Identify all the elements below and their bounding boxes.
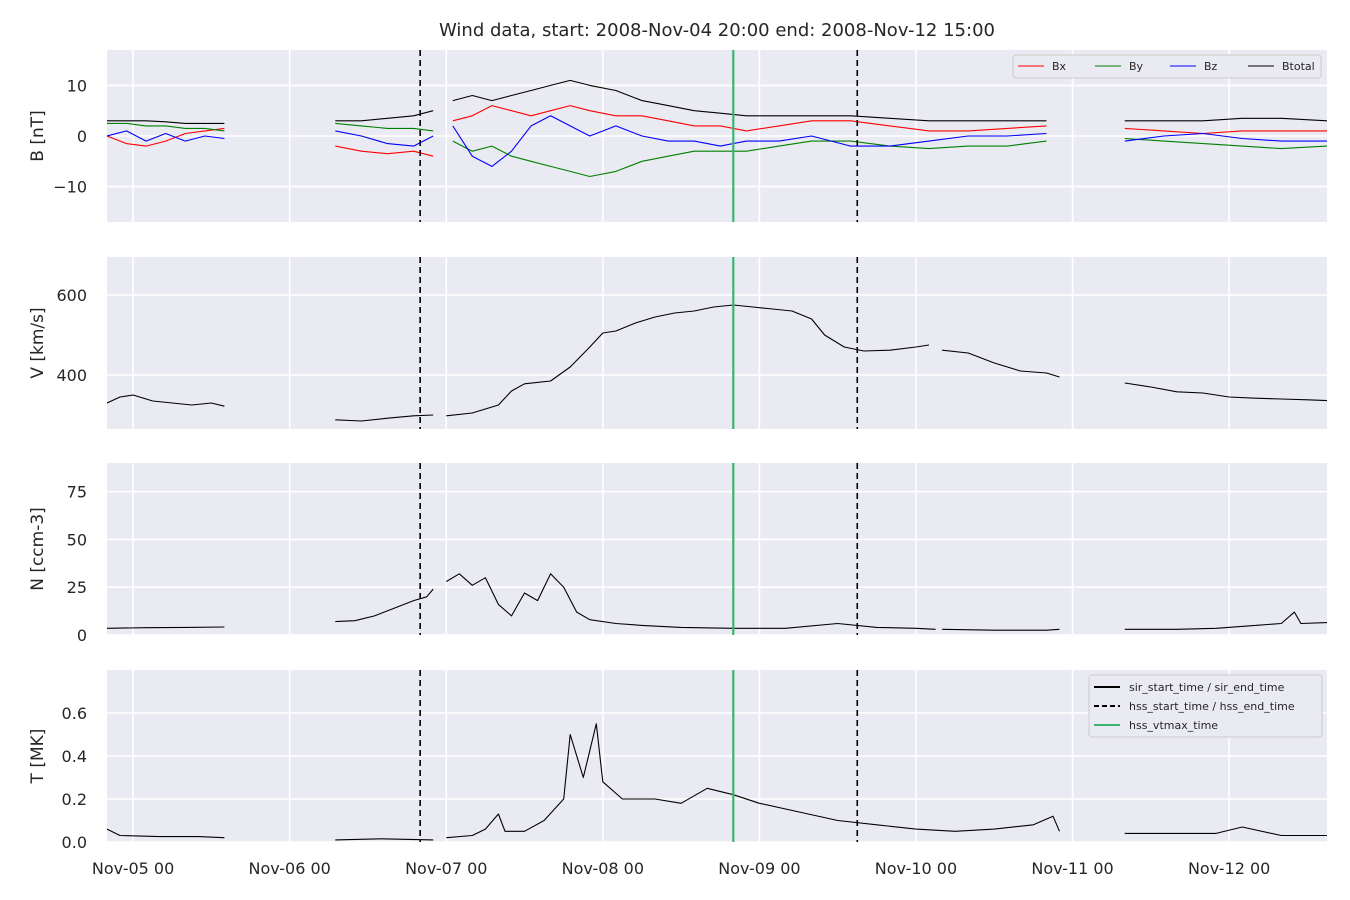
y-axis-label: N [ccm-3] — [28, 507, 48, 591]
panel-3: 0.0 0.2 0.4 0.6 T [MK] sir_start_time / sir_e… — [28, 670, 1327, 852]
panel-2: 0 25 50 75 N [ccm-3] — [28, 463, 1327, 645]
y-tick-label: 0.6 — [62, 704, 87, 723]
y-tick-label: 0.4 — [62, 747, 87, 766]
legend-entry-label: Bx — [1052, 60, 1067, 73]
y-tick-label: 0.0 — [62, 833, 87, 852]
x-tick-label: Nov-06 00 — [248, 859, 330, 878]
y-tick-label: 600 — [56, 286, 87, 305]
y-tick-label: 10 — [67, 76, 87, 95]
x-tick-label: Nov-10 00 — [875, 859, 957, 878]
legend-entry-label: Bz — [1204, 60, 1218, 73]
x-tick-label: Nov-09 00 — [718, 859, 800, 878]
y-tick-label: 25 — [67, 578, 87, 597]
y-tick-label: 50 — [67, 530, 87, 549]
panel-1: 400 600 V [km/s] — [28, 257, 1327, 429]
y-tick-label: 400 — [56, 366, 87, 385]
x-tick-label: Nov-08 00 — [562, 859, 644, 878]
panel-0: −10 0 10 B [nT] Bx By Bz Btotal — [28, 50, 1327, 222]
y-tick-label: 0 — [77, 127, 87, 146]
legend-entry-label: hss_vtmax_time — [1129, 719, 1218, 732]
event-legend: sir_start_time / sir_end_time hss_start_t… — [1089, 675, 1322, 737]
y-tick-label: 75 — [67, 483, 87, 502]
y-axis-label: T [MK] — [28, 729, 48, 785]
x-tick-label: Nov-12 00 — [1188, 859, 1270, 878]
legend-entry-label: Btotal — [1282, 60, 1315, 73]
y-tick-label: −10 — [53, 178, 87, 197]
figure-title: Wind data, start: 2008-Nov-04 20:00 end:… — [439, 20, 995, 41]
x-tick-label: Nov-05 00 — [92, 859, 174, 878]
y-tick-label: 0.2 — [62, 790, 87, 809]
y-tick-label: 0 — [77, 626, 87, 645]
b-field-legend: Bx By Bz Btotal — [1013, 55, 1321, 78]
panels: −10 0 10 B [nT] Bx By Bz Btotal 400 600 V [km/s] 0 2… — [28, 50, 1327, 852]
legend-entry-label: sir_start_time / sir_end_time — [1129, 681, 1285, 694]
x-tick-label: Nov-07 00 — [405, 859, 487, 878]
y-axis-label: B [nT] — [28, 110, 48, 162]
x-tick-label: Nov-11 00 — [1031, 859, 1113, 878]
legend-entry-label: By — [1129, 60, 1144, 73]
x-axis: Nov-05 00 Nov-06 00 Nov-07 00 Nov-08 00 Nov-… — [92, 859, 1270, 878]
y-axis-label: V [km/s] — [28, 307, 48, 378]
legend-entry-label: hss_start_time / hss_end_time — [1129, 700, 1295, 713]
